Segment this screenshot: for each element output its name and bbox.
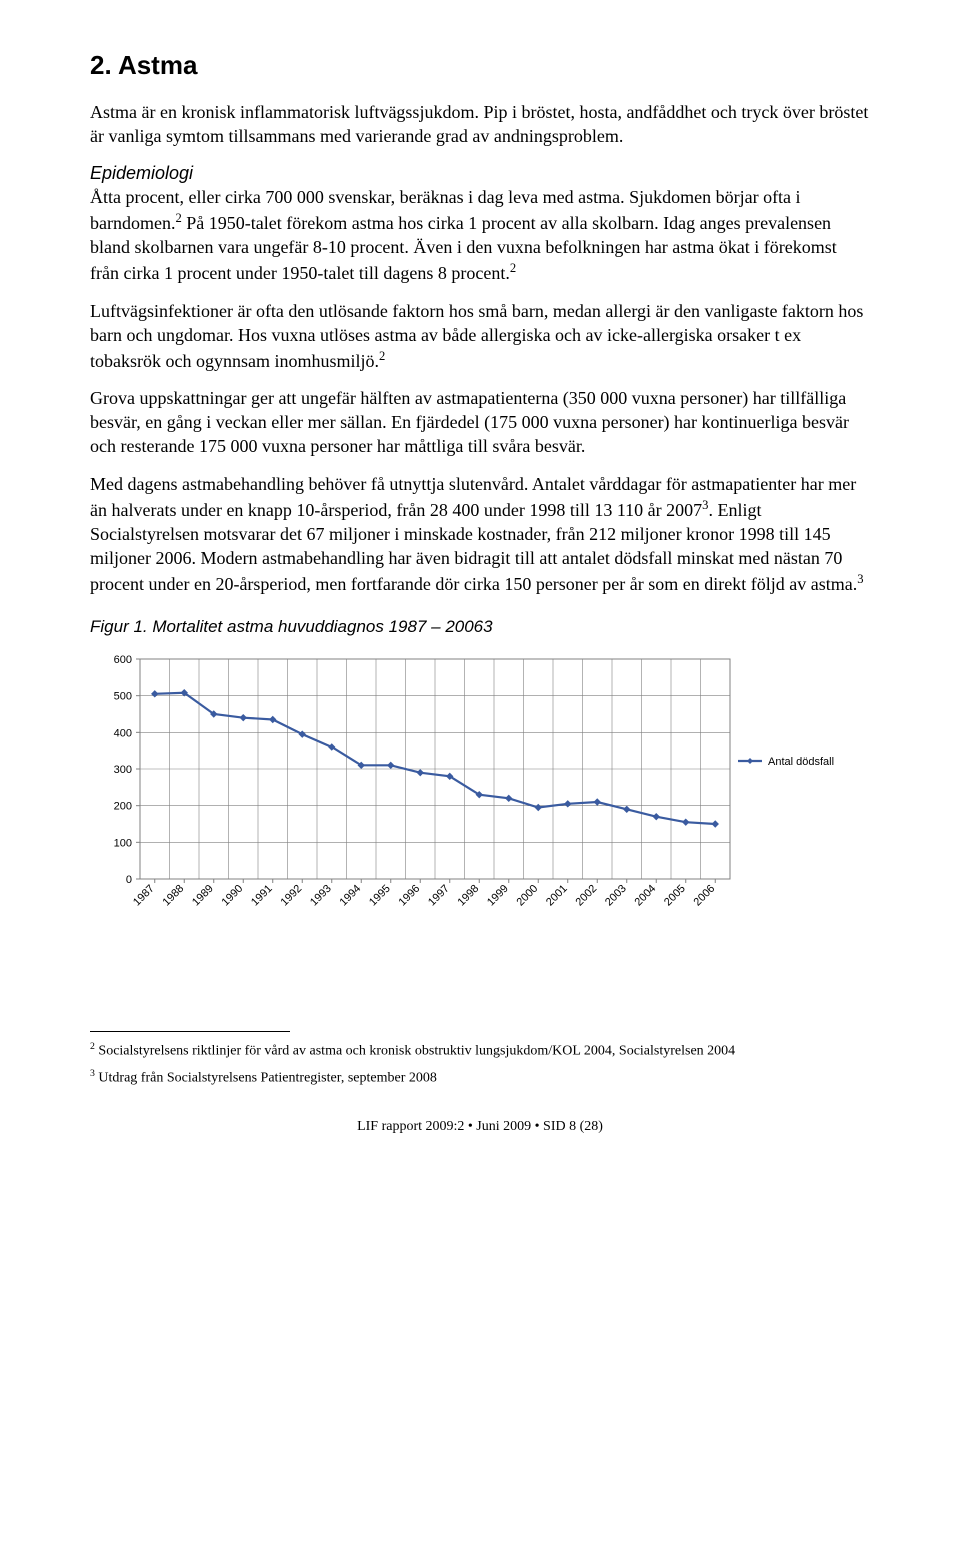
paragraph-triggers: Luftvägsinfektioner är ofta den utlösand… <box>90 300 870 374</box>
paragraph-intro: Astma är en kronisk inflammatorisk luftv… <box>90 101 870 149</box>
page: 2. Astma Astma är en kronisk inflammator… <box>0 0 960 1165</box>
para3a: Luftvägsinfektioner är ofta den utlösand… <box>90 301 863 371</box>
svg-text:1994: 1994 <box>338 883 364 909</box>
svg-text:1992: 1992 <box>279 883 305 909</box>
svg-text:1995: 1995 <box>367 883 393 909</box>
svg-text:0: 0 <box>126 874 132 886</box>
svg-text:1993: 1993 <box>308 883 334 909</box>
svg-text:1997: 1997 <box>426 883 452 909</box>
svg-text:400: 400 <box>114 727 132 739</box>
svg-text:100: 100 <box>114 837 132 849</box>
footer-report: LIF rapport 2009:2 <box>357 1119 464 1134</box>
svg-text:2002: 2002 <box>574 883 600 909</box>
sup-3a: 2 <box>379 349 385 363</box>
svg-text:1989: 1989 <box>190 883 216 909</box>
svg-text:1990: 1990 <box>220 883 246 909</box>
svg-text:Antal dödsfall: Antal dödsfall <box>768 756 834 768</box>
section-heading: 2. Astma <box>90 50 870 81</box>
subheading-epidemiologi: Epidemiologi <box>90 163 870 184</box>
sup-5b: 3 <box>857 572 863 586</box>
footer-date: Juni 2009 <box>476 1119 531 1134</box>
figure-caption: Figur 1. Mortalitet astma huvuddiagnos 1… <box>90 617 870 637</box>
footnote-3-text: Utdrag från Socialstyrelsens Patientregi… <box>95 1071 437 1086</box>
svg-text:600: 600 <box>114 654 132 666</box>
footnote-2-text: Socialstyrelsens riktlinjer för vård av … <box>95 1044 735 1059</box>
svg-text:1996: 1996 <box>397 883 423 909</box>
paragraph-estimates: Grova uppskattningar ger att ungefär häl… <box>90 387 870 459</box>
chart-svg: 0100200300400500600198719881989199019911… <box>90 651 870 941</box>
svg-text:500: 500 <box>114 691 132 703</box>
svg-text:2005: 2005 <box>662 883 688 909</box>
page-footer: LIF rapport 2009:2 Juni 2009 SID 8 (28) <box>90 1119 870 1135</box>
footnote-divider <box>90 1031 290 1032</box>
paragraph-treatment: Med dagens astmabehandling behöver få ut… <box>90 473 870 597</box>
footnote-2: 2 Socialstyrelsens riktlinjer för vård a… <box>90 1040 870 1062</box>
svg-text:2004: 2004 <box>633 883 659 909</box>
footnote-3: 3 Utdrag från Socialstyrelsens Patientre… <box>90 1067 870 1089</box>
svg-text:2001: 2001 <box>544 883 570 909</box>
svg-text:300: 300 <box>114 764 132 776</box>
paragraph-epi: Åtta procent, eller cirka 700 000 svensk… <box>90 186 870 286</box>
svg-text:1998: 1998 <box>456 883 482 909</box>
footer-sep1 <box>464 1119 476 1134</box>
footer-page: SID 8 (28) <box>543 1119 603 1134</box>
svg-text:2000: 2000 <box>515 883 541 909</box>
svg-text:2006: 2006 <box>692 883 718 909</box>
svg-text:1987: 1987 <box>131 883 157 909</box>
svg-text:1999: 1999 <box>485 883 511 909</box>
mortality-chart: 0100200300400500600198719881989199019911… <box>90 651 870 941</box>
footer-sep2 <box>531 1119 543 1134</box>
svg-text:1991: 1991 <box>249 883 275 909</box>
svg-text:2003: 2003 <box>603 883 629 909</box>
svg-text:1988: 1988 <box>161 883 187 909</box>
svg-text:200: 200 <box>114 801 132 813</box>
para2b: På 1950-talet förekom astma hos cirka 1 … <box>90 213 837 283</box>
sup-2b: 2 <box>510 261 516 275</box>
